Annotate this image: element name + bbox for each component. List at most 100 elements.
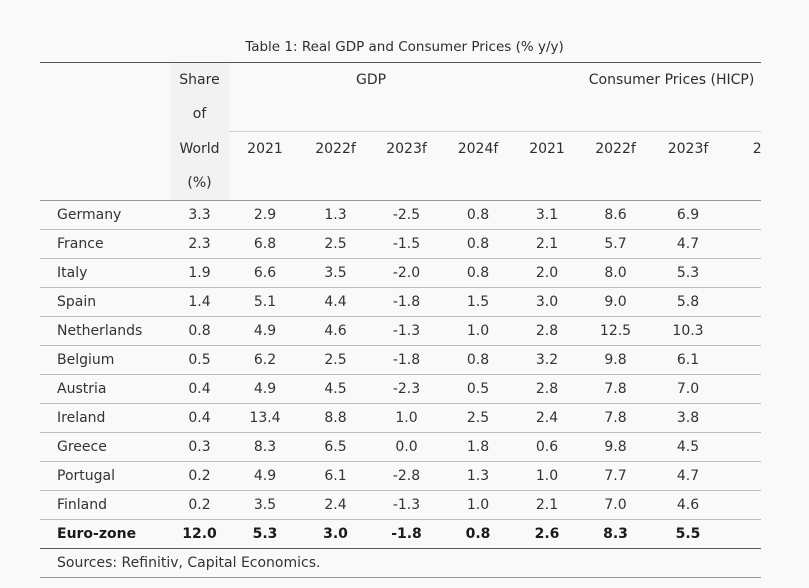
value-cell: -2.5 [370,200,443,230]
value-cell: 2.5 [443,403,514,433]
value-cell: 2.8 [513,374,582,404]
value-cell: 13.4 [229,403,301,433]
value-cell: 6.6 [229,258,301,288]
value-cell: -2.3 [370,374,443,404]
value-cell: 4.5 [301,374,370,404]
value-cell: 3.5 [301,258,370,288]
value-cell: 1.3 [443,461,514,491]
value-cell: 9.8 [581,432,651,462]
sources-note: Sources: Refinitiv, Capital Economics. [40,548,761,578]
value-cell: 12.5 [581,316,651,346]
value-cell: 1.0 [726,432,761,462]
value-cell: 3.0 [513,287,582,317]
share-cell: 1.9 [170,258,229,288]
value-cell: 0.8 [443,229,514,259]
value-cell: 2.3 [726,258,761,288]
share-cell: 0.4 [170,403,229,433]
share-cell: 12.0 [170,519,229,549]
country-cell: Austria [40,374,170,404]
value-cell: 2.1 [513,229,582,259]
value-cell: 9.8 [581,345,651,375]
value-cell: 6.9 [650,200,727,230]
value-cell: 2.4 [513,403,582,433]
value-cell: 8.6 [581,200,651,230]
value-cell: 4.4 [301,287,370,317]
share-cell: 0.3 [170,432,229,462]
share-cell: 1.4 [170,287,229,317]
value-cell: 8.3 [229,432,301,462]
value-cell: 0.8 [443,258,514,288]
value-cell: 3.2 [726,200,761,230]
share-cell: 3.3 [170,200,229,230]
value-cell: 2.3 [726,403,761,433]
value-cell: 4.9 [229,316,301,346]
country-cell: Euro-zone [40,519,170,549]
value-cell: 2.8 [726,374,761,404]
table-row: Netherlands0.84.94.6-1.31.02.812.510.32.… [40,316,761,346]
value-cell: 5.8 [650,287,727,317]
year-header: 2021 [229,131,301,166]
value-cell: 5.3 [650,258,727,288]
value-cell: 7.0 [650,374,727,404]
year-header: 2023f [650,131,727,166]
value-cell: 1.0 [513,461,582,491]
value-cell: 2.6 [726,345,761,375]
value-cell: 4.6 [650,490,727,520]
value-cell: -1.8 [370,519,443,549]
value-cell: -1.8 [370,345,443,375]
country-cell: France [40,229,170,259]
year-header: 2024f [726,131,761,166]
country-cell: Spain [40,287,170,317]
table-title: Table 1: Real GDP and Consumer Prices (%… [245,39,564,55]
value-cell: 0.5 [443,374,514,404]
value-cell: -1.5 [370,229,443,259]
cpi-header: Consumer Prices (HICP) [513,62,761,97]
share-cell: 2.3 [170,229,229,259]
value-cell: 2.8 [726,229,761,259]
value-cell: -1.3 [370,316,443,346]
value-cell: 2.8 [726,287,761,317]
value-cell: 6.8 [229,229,301,259]
value-cell: 1.5 [443,287,514,317]
country-cell: Italy [40,258,170,288]
gdp-header: GDP [229,62,514,97]
value-cell: -1.8 [370,287,443,317]
value-cell: 1.3 [301,200,370,230]
value-cell: 1.0 [443,490,514,520]
value-cell: 2.6 [513,519,582,549]
value-cell: 5.1 [229,287,301,317]
share-header-line3: World [170,131,229,166]
value-cell: 2.3 [726,461,761,491]
value-cell: -1.3 [370,490,443,520]
value-cell: -2.8 [370,461,443,491]
value-cell: 1.0 [443,316,514,346]
year-header: 2024f [443,131,514,166]
value-cell: 2.3 [726,316,761,346]
value-cell: 2.5 [301,229,370,259]
value-cell: 3.5 [229,490,301,520]
value-cell: 8.8 [301,403,370,433]
share-header-line4: (%) [170,166,229,201]
value-cell: 5.5 [650,519,727,549]
value-cell: 4.7 [650,461,727,491]
value-cell: 4.5 [650,432,727,462]
value-cell: 3.0 [301,519,370,549]
value-cell: 8.0 [581,258,651,288]
value-cell: 7.8 [581,374,651,404]
value-cell: 5.7 [581,229,651,259]
country-cell: Netherlands [40,316,170,346]
table-viewport[interactable]: Share GDP Consumer Prices (HICP) of Worl… [40,62,761,588]
year-header: 2022f [301,131,370,166]
value-cell: 4.7 [650,229,727,259]
value-cell: 1.8 [443,432,514,462]
share-cell: 0.8 [170,316,229,346]
value-cell: 3.1 [513,200,582,230]
value-cell: 2.5 [726,519,761,549]
